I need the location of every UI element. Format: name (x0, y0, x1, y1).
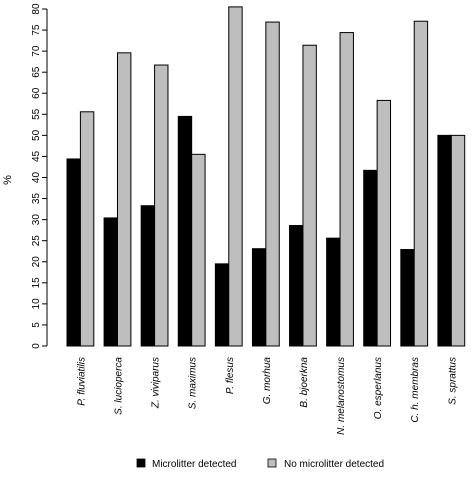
bar-microlitter-detected (437, 134, 452, 347)
bar-no-microlitter-detected (450, 134, 466, 347)
y-tick-label: 25 (31, 235, 42, 247)
y-tick-label: 45 (31, 150, 42, 162)
bar-microlitter-detected (103, 217, 118, 347)
bar-no-microlitter-detected (265, 21, 280, 347)
y-tick-label: 50 (31, 129, 42, 141)
bar-microlitter-detected (326, 237, 341, 347)
x-category-label: O. esperlanus (373, 357, 384, 419)
bar-no-microlitter-detected (79, 111, 95, 347)
y-tick-label: 10 (31, 298, 42, 310)
y-tick-label: 75 (31, 24, 42, 36)
legend-label: No microlitter detected (284, 459, 384, 470)
y-tick-label: 70 (31, 45, 42, 57)
bar-microlitter-detected (177, 115, 193, 347)
y-tick-label: 5 (31, 322, 42, 328)
y-tick-label: 20 (31, 256, 42, 268)
x-category-label: S. maximus (188, 357, 199, 409)
x-category-label: S. sprattus (447, 357, 458, 405)
bar-microlitter-detected (66, 158, 81, 347)
x-category-label: C. h. membras (410, 357, 421, 423)
bar-no-microlitter-detected (376, 99, 392, 347)
y-tick-label: 55 (31, 108, 42, 120)
y-tick-label: 35 (31, 193, 42, 205)
y-tick-label: 60 (31, 87, 42, 99)
bar-no-microlitter-detected (228, 6, 243, 347)
x-category-label: P. flesus (225, 357, 236, 394)
legend-swatch (267, 458, 277, 468)
y-tick-label: 80 (31, 3, 42, 15)
bar-microlitter-detected (251, 248, 267, 347)
x-category-label: S. lucioperca (113, 357, 124, 415)
x-category-label: B. bjoerkna (299, 357, 310, 408)
y-axis: 0 5 10 15 20 25 30 35 40 45 50 55 60 65 70 75 80 (31, 3, 48, 349)
y-tick-label: 0 (31, 343, 42, 349)
legend: Microlitter detected No microlitter detec… (136, 458, 384, 470)
y-axis-title: % (2, 175, 14, 185)
x-category-label: P. fluviatilis (76, 357, 87, 406)
y-tick-label: 65 (31, 66, 42, 78)
bar-microlitter-detected (400, 249, 415, 347)
bars (66, 6, 466, 347)
bar-microlitter-detected (289, 225, 304, 347)
bar-no-microlitter-detected (191, 153, 206, 347)
x-axis-labels: P. fluviatilis S. lucioperca Z. viviparus S… (76, 357, 458, 435)
bar-no-microlitter-detected (413, 20, 429, 347)
bar-microlitter-detected (140, 205, 156, 347)
x-category-label: N. melanostomus (336, 357, 347, 435)
y-tick-label: 30 (31, 214, 42, 226)
bar-no-microlitter-detected (302, 44, 317, 347)
y-tick-label: 40 (31, 172, 42, 184)
bar-microlitter-detected (363, 169, 378, 347)
bar-no-microlitter-detected (339, 32, 354, 347)
legend-swatch (136, 458, 146, 468)
legend-label: Microlitter detected (152, 459, 236, 470)
bar-no-microlitter-detected (154, 64, 169, 347)
x-category-label: Z. viviparus (151, 357, 162, 409)
x-category-label: G. morhua (262, 357, 273, 405)
bar-no-microlitter-detected (116, 52, 132, 347)
bar-microlitter-detected (214, 263, 230, 347)
y-tick-label: 15 (31, 277, 42, 289)
